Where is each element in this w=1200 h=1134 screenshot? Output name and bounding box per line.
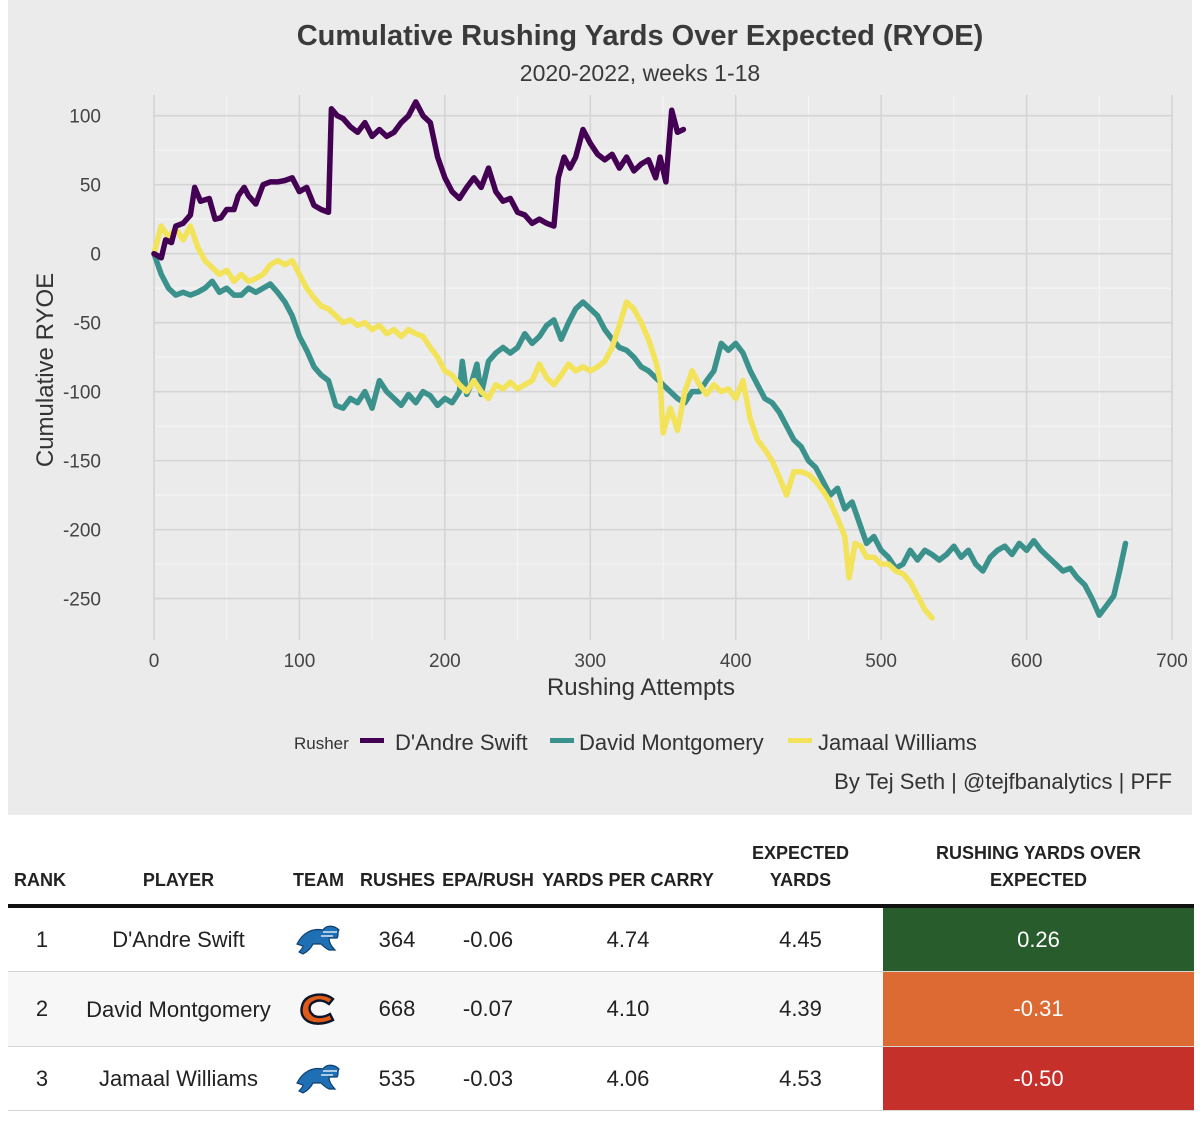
ryoe-cell: -0.50 [883,1046,1194,1111]
header-ypc: YARDS PER CARRY [538,840,718,908]
legend-label-montgomery: David Montgomery [579,730,764,755]
header-expected: EXPECTED YARDS [718,840,883,908]
rank-cell: 1 [8,906,76,972]
team-cell [281,906,356,972]
legend: Rusher D'Andre Swift David Montgomery Ja… [294,730,977,755]
x-tick-label: 0 [149,651,160,672]
x-tick-label: 600 [1011,651,1043,672]
series-lines [151,99,1129,621]
header-rank: RANK [8,840,76,908]
header-rushes: RUSHES [356,840,438,908]
ryoe-chart: Cumulative Rushing Yards Over Expected (… [32,20,1188,794]
team-cell [281,971,356,1047]
y-tick-label: -100 [63,383,101,404]
legend-key-swift [360,738,384,743]
axis-ticks: 0 100 200 300 400 500 600 700-250-200-150-100-5… [63,107,1188,672]
stats-table: RANK PLAYER TEAM RUSHES EPA/RUSH YARDS P… [8,840,1194,1111]
grid-lines [153,95,1173,640]
x-axis-title: Rushing Attempts [547,674,735,701]
player-cell: David Montgomery [76,971,281,1047]
ypc-cell: 4.06 [538,1046,718,1111]
x-tick-label: 100 [284,651,316,672]
team-cell [281,1046,356,1111]
rushes-cell: 535 [356,1046,438,1111]
ryoe-cell: 0.26 [883,906,1194,972]
y-tick-label: 100 [69,107,101,128]
y-tick-label: -200 [63,521,101,542]
header-epa: EPA/RUSH [438,840,538,908]
rushes-cell: 668 [356,971,438,1047]
legend-key-montgomery [550,738,574,743]
lions-logo-icon [295,1064,340,1094]
chart-panel: Cumulative Rushing Yards Over Expected (… [8,0,1192,815]
series-line-david-montgomery [151,250,1129,618]
chart-caption: By Tej Seth | @tejfbanalytics | PFF [834,769,1172,794]
header-team: TEAM [281,840,356,908]
expected-cell: 4.39 [718,971,883,1047]
legend-label-swift: D'Andre Swift [395,730,528,755]
x-tick-label: 200 [429,651,461,672]
x-tick-label: 400 [720,651,752,672]
ypc-cell: 4.74 [538,906,718,972]
header-player: PLAYER [76,840,281,908]
table-row: 2 David Montgomery 668 -0.07 4.10 4.39 -… [8,971,1194,1047]
epa-cell: -0.03 [438,1046,538,1111]
y-axis-title: Cumulative RYOE [32,273,59,467]
expected-cell: 4.45 [718,906,883,972]
table-row: 1 D'Andre Swift 364 -0.06 4.74 4.45 0.26 [8,906,1194,972]
series-line-d-andre-swift [151,99,687,261]
ryoe-cell: -0.31 [883,971,1194,1047]
y-tick-label: -150 [63,452,101,473]
chart-title: Cumulative Rushing Yards Over Expected (… [297,20,984,52]
stats-table-wrapper: RANK PLAYER TEAM RUSHES EPA/RUSH YARDS P… [8,840,1194,1111]
legend-label-williams: Jamaal Williams [818,730,977,755]
epa-cell: -0.07 [438,971,538,1047]
series-line-jamaal-williams [151,223,935,621]
player-cell: D'Andre Swift [76,906,281,972]
table-header-row: RANK PLAYER TEAM RUSHES EPA/RUSH YARDS P… [8,840,1194,908]
epa-cell: -0.06 [438,906,538,972]
x-tick-label: 500 [865,651,897,672]
y-tick-label: -50 [74,314,101,335]
x-tick-label: 700 [1156,651,1188,672]
chart-subtitle: 2020-2022, weeks 1-18 [520,60,760,86]
header-ryoe: RUSHING YARDS OVER EXPECTED [883,840,1194,908]
expected-cell: 4.53 [718,1046,883,1111]
rank-cell: 3 [8,1046,76,1111]
legend-key-williams [788,738,812,743]
y-tick-label: 0 [90,245,101,266]
player-cell: Jamaal Williams [76,1046,281,1111]
rushes-cell: 364 [356,906,438,972]
rank-cell: 2 [8,971,76,1047]
bears-logo-icon [299,993,335,1025]
x-tick-label: 300 [574,651,606,672]
y-tick-label: 50 [80,176,101,197]
ypc-cell: 4.10 [538,971,718,1047]
table-row: 3 Jamaal Williams 535 -0.03 4.06 4.53 -0… [8,1046,1194,1111]
y-tick-label: -250 [63,590,101,611]
legend-title: Rusher [294,734,349,753]
lions-logo-icon [295,925,340,955]
